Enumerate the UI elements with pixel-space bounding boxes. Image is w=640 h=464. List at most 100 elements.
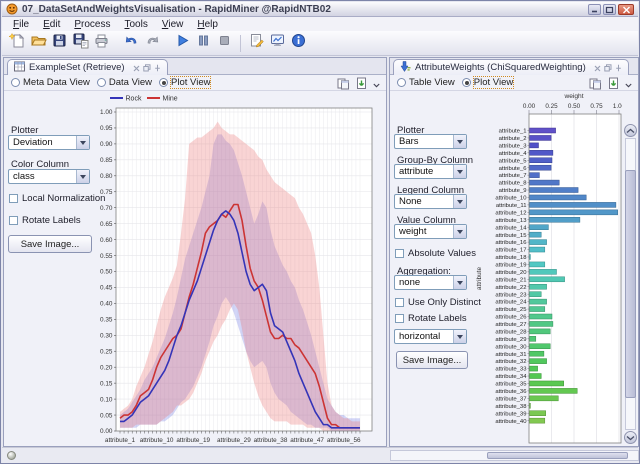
menu-process[interactable]: Process (74, 18, 111, 30)
orientation-select[interactable]: horizontal (394, 329, 467, 344)
svg-text:attribute_19: attribute_19 (495, 263, 526, 269)
scroll-down-button[interactable] (624, 431, 637, 444)
maximize-button[interactable] (603, 4, 616, 15)
export-menu-arrow-icon[interactable] (373, 80, 380, 91)
open-button[interactable] (28, 33, 49, 54)
svg-text:attribute_16: attribute_16 (495, 240, 527, 246)
tab-pin-icon[interactable] (154, 59, 161, 77)
scroll-up-button[interactable] (624, 124, 637, 137)
svg-text:attribute_9: attribute_9 (499, 188, 527, 194)
combo-arrow-icon (76, 136, 89, 149)
svg-text:0.00: 0.00 (523, 103, 536, 110)
stop-button[interactable] (214, 33, 235, 54)
svg-text:attribute_37: attribute_37 (495, 396, 526, 402)
run-button[interactable] (172, 33, 193, 54)
absolute-values-checkbox[interactable]: Absolute Values (395, 248, 476, 259)
scrollbar-thumb[interactable] (625, 170, 636, 398)
tab-close-icon[interactable] (133, 59, 140, 77)
window-title: 07_DataSetAndWeightsVisualisation - Rapi… (22, 3, 331, 15)
legend-column-select[interactable]: None (394, 194, 467, 209)
minimize-button[interactable] (588, 4, 601, 15)
tab-pin-icon[interactable] (615, 59, 622, 77)
radio-icon (11, 78, 20, 87)
tab-restore-icon[interactable] (604, 59, 612, 77)
group-by-select[interactable]: attribute (394, 164, 467, 179)
new-icon (8, 32, 26, 54)
save-as-button[interactable] (70, 33, 91, 54)
save-image-button[interactable]: Save Image... (8, 235, 92, 253)
value-column-select[interactable]: weight (394, 224, 467, 239)
menu-edit[interactable]: Edit (43, 18, 61, 30)
svg-text:0.00: 0.00 (100, 428, 113, 435)
save-image-button[interactable]: Save Image... (396, 351, 468, 369)
svg-text:0.10: 0.10 (100, 396, 113, 403)
svg-text:attribute_56: attribute_56 (327, 437, 361, 444)
view-meta-data-view-radio[interactable]: Meta Data View (11, 77, 90, 88)
right-panel-body: Plotter Bars Group-By Column attribute L… (390, 91, 638, 446)
svg-text:0.75: 0.75 (100, 189, 113, 196)
view-plot-view-radio[interactable]: Plot View (461, 76, 515, 89)
view-plot-view-radio[interactable]: Plot View (159, 76, 212, 89)
copy-icon[interactable] (337, 78, 350, 93)
rotate-labels-checkbox[interactable]: Rotate Labels (395, 313, 467, 324)
radio-icon (461, 78, 471, 87)
info-button[interactable] (288, 33, 309, 54)
view-data-view-radio[interactable]: Data View (96, 77, 152, 88)
svg-text:attribute_25: attribute_25 (495, 307, 527, 313)
export-icon[interactable] (607, 77, 620, 93)
stop-icon (216, 32, 233, 54)
tab-attributeweights[interactable]: AttributeWeights (ChiSquaredWeighting) (393, 59, 629, 75)
menu-tools[interactable]: Tools (124, 18, 148, 30)
radio-label: Plot View (170, 76, 212, 89)
vertical-scrollbar[interactable] (624, 124, 638, 444)
svg-text:attribute_1: attribute_1 (499, 129, 527, 135)
svg-text:attribute_33: attribute_33 (495, 367, 527, 373)
use-only-distinct-checkbox[interactable]: Use Only Distinct (395, 297, 481, 308)
aggregation-select[interactable]: none (394, 275, 467, 290)
export-menu-arrow-icon[interactable] (625, 80, 632, 91)
result-display-button[interactable] (267, 33, 288, 54)
tab-close-icon[interactable] (594, 59, 601, 77)
save-icon (51, 32, 68, 54)
menu-file[interactable]: File (13, 18, 30, 30)
svg-text:0.35: 0.35 (100, 317, 113, 324)
close-button[interactable] (618, 4, 634, 15)
svg-text:0.75: 0.75 (590, 103, 603, 110)
rotate-labels-checkbox[interactable]: Rotate Labels (9, 215, 81, 226)
pause-button[interactable] (193, 33, 214, 54)
weights-icon (400, 59, 411, 77)
plotter-select[interactable]: Deviation (8, 135, 90, 150)
save-button[interactable] (49, 33, 70, 54)
view-table-view-radio[interactable]: Table View (397, 77, 455, 88)
export-icon[interactable] (355, 77, 368, 93)
svg-text:0.20: 0.20 (100, 364, 113, 371)
app-logo-icon (6, 3, 18, 15)
svg-text:attribute_34: attribute_34 (495, 374, 527, 380)
scrollbar-thumb[interactable] (487, 452, 628, 459)
svg-text:attribute: attribute (476, 267, 483, 291)
svg-text:attribute_15: attribute_15 (495, 233, 527, 239)
print-button[interactable] (91, 33, 112, 54)
edit-note-button[interactable] (246, 33, 267, 54)
menu-help[interactable]: Help (197, 18, 218, 30)
result-display-icon (269, 32, 286, 54)
tab-restore-icon[interactable] (142, 59, 151, 77)
menu-view[interactable]: View (161, 18, 184, 30)
redo-button[interactable] (142, 33, 163, 54)
value-column-label: Value Column (397, 215, 456, 226)
undo-button[interactable] (121, 33, 142, 54)
copy-icon[interactable] (589, 78, 602, 93)
toolbar (2, 31, 638, 56)
print-icon (93, 32, 110, 54)
right-view-row: Table View Plot View (390, 75, 638, 91)
save-as-icon (72, 32, 89, 54)
color-column-select[interactable]: class (8, 169, 90, 184)
tab-exampleset[interactable]: ExampleSet (Retrieve) (7, 59, 168, 75)
local-normalization-checkbox[interactable]: Local Normalization (9, 193, 105, 204)
svg-text:0.25: 0.25 (545, 103, 558, 110)
svg-text:attribute_3: attribute_3 (499, 143, 528, 149)
horizontal-scrollbar[interactable] (390, 450, 639, 461)
new-button[interactable] (7, 32, 28, 54)
plotter-select[interactable]: Bars (394, 134, 467, 149)
redo-icon (144, 32, 161, 54)
